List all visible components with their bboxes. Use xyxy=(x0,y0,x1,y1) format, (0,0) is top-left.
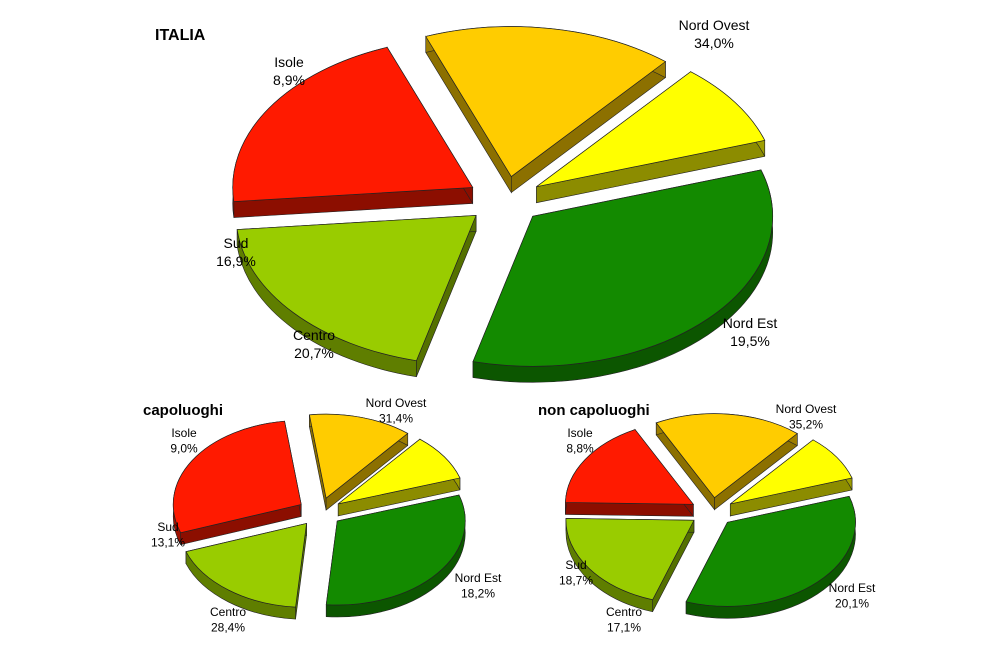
slice-label-isole: Isole 9,0% xyxy=(170,426,198,456)
slice-nord-est xyxy=(565,518,695,613)
slice-label-nord-ovest: Nord Ovest 35,2% xyxy=(776,402,837,432)
slice-top-nord-est xyxy=(565,518,695,601)
slice-value-label: 8,8% xyxy=(566,442,594,456)
slice-label-nord-est: Nord Est 20,1% xyxy=(829,581,876,611)
slice-value-label: 34,0% xyxy=(694,35,734,51)
slice-category-label: Nord Ovest xyxy=(366,396,427,410)
slice-value-label: 18,7% xyxy=(559,574,593,588)
slice-category-label: Sud xyxy=(565,558,586,572)
slice-label-centro: Centro 28,4% xyxy=(210,605,246,635)
slice-category-label: Nord Est xyxy=(723,315,778,331)
chart-title-capoluoghi: capoluoghi xyxy=(143,402,223,419)
slice-sud xyxy=(425,26,667,194)
slice-top-sud xyxy=(309,413,409,499)
slice-top-nord-ovest xyxy=(325,494,466,606)
pie-italia: Nord Ovest 34,0% Nord Est 19,5% Centro 20,7% S… xyxy=(216,17,778,383)
slice-value-label: 9,0% xyxy=(170,442,198,456)
slice-category-label: Centro xyxy=(210,605,246,619)
slice-nord-ovest xyxy=(325,494,466,618)
slice-centro xyxy=(232,46,474,218)
slice-category-label: Sud xyxy=(224,235,249,251)
slice-top-centro xyxy=(565,429,695,505)
slice-top-sud xyxy=(425,26,667,178)
slice-wall-centro-0 xyxy=(565,502,694,517)
slice-label-isole: Isole 8,9% xyxy=(273,54,305,88)
slice-label-sud: Sud 18,7% xyxy=(559,558,593,588)
pie-chart-capoluoghi: capoluoghi Nord Ovest 31,4% Nord Est 18,2% C… xyxy=(143,396,502,635)
pie-chart-non-capoluoghi: non capoluoghi Nord Ovest 35,2% Nord Est 20… xyxy=(538,402,876,635)
slice-value-label: 17,1% xyxy=(607,621,641,635)
slice-value-label: 13,1% xyxy=(151,536,185,550)
slice-value-label: 18,2% xyxy=(461,587,495,601)
slice-label-sud: Sud 13,1% xyxy=(151,520,185,550)
slice-label-sud: Sud 16,9% xyxy=(216,235,256,269)
slice-category-label: Isole xyxy=(171,426,197,440)
slice-value-label: 31,4% xyxy=(379,412,413,426)
slice-value-label: 20,1% xyxy=(835,597,869,611)
slice-top-nord-est xyxy=(185,522,307,608)
slice-label-centro: Centro 20,7% xyxy=(293,327,335,361)
slice-top-isole xyxy=(337,438,461,505)
slice-value-label: 8,9% xyxy=(273,72,305,88)
slice-nord-est xyxy=(185,522,307,620)
pie-non-capoluoghi: Nord Ovest 35,2% Nord Est 20,1% Centro 17,1% S… xyxy=(559,402,876,635)
chart-title-italia: ITALIA xyxy=(155,27,206,44)
slice-nord-ovest xyxy=(472,169,774,383)
pie-capoluoghi: Nord Ovest 31,4% Nord Est 18,2% Centro 28,4% S… xyxy=(151,396,502,635)
slice-nord-ovest xyxy=(685,495,856,619)
slice-label-nord-ovest: Nord Ovest 34,0% xyxy=(679,17,750,51)
slice-category-label: Nord Ovest xyxy=(776,402,837,416)
slice-value-label: 19,5% xyxy=(730,333,770,349)
slice-value-label: 16,9% xyxy=(216,253,256,269)
slice-top-nord-est xyxy=(236,215,477,362)
slice-centro xyxy=(172,420,302,546)
slice-isole xyxy=(536,71,766,204)
slice-top-nord-ovest xyxy=(685,495,856,607)
slice-isole xyxy=(729,439,853,517)
slice-category-label: Nord Ovest xyxy=(679,17,750,33)
slice-top-centro xyxy=(232,46,474,202)
slice-sud xyxy=(309,413,409,511)
slice-category-label: Isole xyxy=(274,54,304,70)
slice-label-nord-ovest: Nord Ovest 31,4% xyxy=(366,396,427,426)
slice-category-label: Sud xyxy=(157,520,178,534)
slice-category-label: Nord Est xyxy=(829,581,876,595)
slice-top-sud xyxy=(655,413,798,499)
slice-category-label: Centro xyxy=(606,605,642,619)
slice-label-nord-est: Nord Est 19,5% xyxy=(723,315,778,349)
slice-centro xyxy=(565,428,695,518)
chart-title-non-capoluoghi: non capoluoghi xyxy=(538,402,650,419)
slice-category-label: Nord Est xyxy=(455,571,502,585)
slice-top-centro xyxy=(172,420,302,534)
slice-top-isole xyxy=(536,71,766,188)
slice-value-label: 20,7% xyxy=(294,345,334,361)
slice-label-nord-est: Nord Est 18,2% xyxy=(455,571,502,601)
slice-value-label: 35,2% xyxy=(789,418,823,432)
slice-label-centro: Centro 17,1% xyxy=(606,605,642,635)
slice-top-nord-ovest xyxy=(472,169,774,367)
pie-chart-italia: ITALIA Nord Ovest 34,0% Nord Est 19,5% Centr… xyxy=(155,17,778,383)
slice-sud xyxy=(655,413,798,511)
slice-nord-est xyxy=(236,215,477,378)
slice-value-label: 28,4% xyxy=(211,621,245,635)
slice-isole xyxy=(337,438,461,517)
slice-top-isole xyxy=(730,439,853,505)
slice-category-label: Centro xyxy=(293,327,335,343)
slice-category-label: Isole xyxy=(567,426,593,440)
slice-label-isole: Isole 8,8% xyxy=(566,426,594,456)
